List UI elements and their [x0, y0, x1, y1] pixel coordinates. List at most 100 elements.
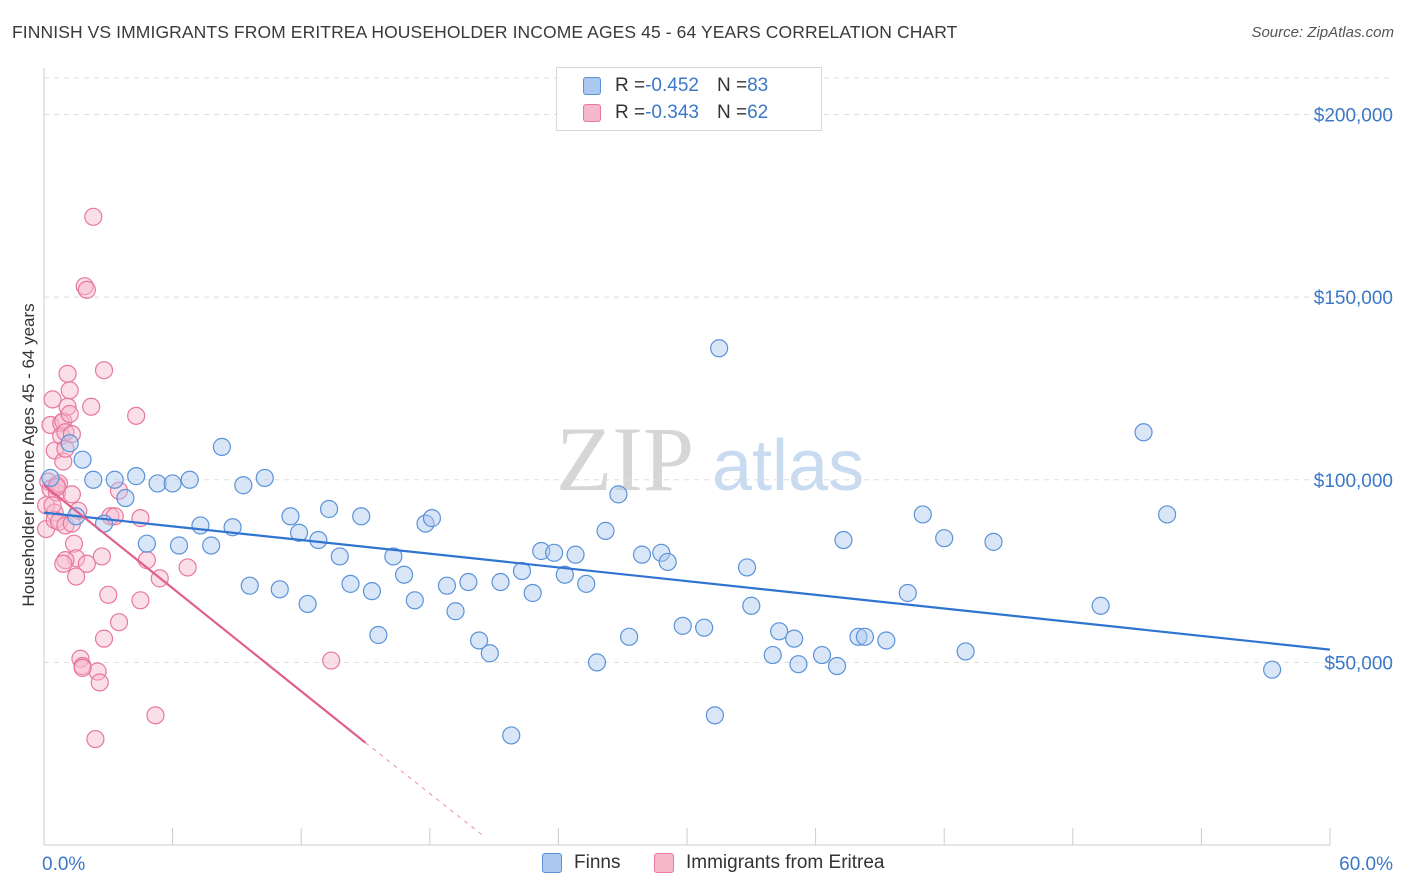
eritrea-point — [54, 412, 73, 431]
finns-point — [849, 627, 868, 646]
eritrea-swatch — [583, 104, 601, 122]
x-tick-label: 60.0% — [1339, 854, 1393, 875]
finns-point — [169, 536, 189, 555]
eritrea-point — [94, 361, 114, 380]
eritrea-point — [178, 558, 197, 577]
finns-point — [137, 534, 156, 553]
finns-point — [163, 474, 182, 493]
bottom-legend-finns: Finns — [542, 852, 620, 874]
finns-point — [369, 625, 388, 645]
finns-point — [202, 536, 221, 555]
eritrea-point — [60, 381, 79, 400]
axes — [43, 68, 1331, 846]
finns-point — [73, 450, 92, 469]
eritrea-point — [146, 706, 165, 725]
legend-r-value: -0.343 — [645, 102, 699, 123]
y-tick-labels: $50,000 $100,000 $150,000 $200,000 — [1314, 106, 1393, 675]
finns-point — [405, 591, 424, 610]
finns-point — [1263, 660, 1282, 679]
eritrea-point — [64, 534, 84, 553]
finns-point — [459, 572, 478, 592]
legend-n-value: 62 — [747, 102, 769, 123]
legend-r-label: R = — [615, 102, 646, 123]
finns-point — [309, 530, 328, 550]
legend-n-label: N = — [716, 102, 748, 123]
eritrea-point — [82, 397, 101, 416]
finns-point — [545, 543, 564, 562]
legend: R = -0.452 N = 83 R = -0.343 N = 62 — [556, 67, 822, 131]
finns-point — [319, 499, 339, 519]
eritrea-point — [43, 496, 62, 515]
eritrea-point — [67, 567, 86, 586]
finns-point — [695, 618, 714, 637]
finns-series — [41, 339, 1282, 745]
finns-point — [620, 627, 639, 646]
finns-point — [116, 488, 135, 508]
watermark-atlas: atlas — [712, 426, 864, 506]
finns-point — [705, 706, 724, 725]
finns-point — [913, 505, 932, 524]
finns-point — [763, 645, 782, 665]
finns-trend-line — [43, 511, 1331, 651]
finns-point — [105, 470, 124, 489]
finns-point — [710, 339, 729, 358]
bottom-legend-eritrea-label: Immigrants from Eritrea — [686, 852, 885, 873]
grid-lines — [44, 77, 1394, 663]
eritrea-point — [73, 658, 92, 677]
finns-point — [437, 576, 457, 595]
finns-point — [596, 521, 615, 540]
legend-n-value: 83 — [747, 75, 769, 96]
finns-point — [1091, 596, 1110, 615]
finns-point — [566, 545, 585, 564]
chart-title: FINNISH VS IMMIGRANTS FROM ERITREA HOUSE… — [12, 22, 958, 42]
finns-point — [84, 470, 103, 489]
finns-point — [956, 642, 975, 661]
finns-point — [362, 582, 382, 601]
eritrea-point — [109, 613, 129, 632]
finns-point — [673, 616, 692, 635]
eritrea-point — [131, 591, 150, 610]
finns-point — [469, 631, 489, 650]
finns-point — [742, 596, 761, 615]
finns-point — [652, 543, 671, 562]
finns-point — [330, 547, 349, 566]
finns-point — [240, 576, 259, 595]
y-tick-label: $150,000 — [1314, 288, 1393, 309]
finns-point — [587, 653, 607, 672]
finns-point — [180, 470, 199, 489]
finns-point — [298, 594, 317, 614]
eritrea-point — [54, 554, 73, 573]
finns-point — [491, 572, 510, 592]
eritrea-point — [62, 485, 81, 504]
eritrea-trend-line — [43, 484, 367, 744]
eritrea-point — [99, 585, 118, 604]
eritrea-point — [60, 404, 79, 424]
finns-point — [191, 516, 210, 535]
y-tick-label: $200,000 — [1314, 106, 1393, 127]
finns-point — [270, 580, 289, 599]
y-axis-label: Householder Income Ages 45 - 64 years — [19, 303, 38, 606]
finns-point — [1134, 423, 1153, 442]
trend-lines — [43, 484, 1331, 837]
finns-point — [352, 507, 371, 526]
finns-point — [212, 437, 231, 456]
finns-point — [502, 726, 521, 745]
finns-point — [609, 485, 628, 504]
bottom-legend-eritrea: Immigrants from Eritrea — [654, 852, 884, 874]
finns-point — [827, 656, 847, 676]
bottom-legend-finns-label: Finns — [574, 852, 621, 873]
x-tick-label: 0.0% — [42, 854, 85, 875]
legend-r-label: R = — [615, 75, 646, 96]
y-tick-label: $50,000 — [1324, 653, 1393, 674]
finns-swatch — [542, 853, 562, 873]
legend-n-label: N = — [716, 75, 748, 96]
legend-row-finns: R = -0.452 N = 83 — [583, 73, 768, 99]
finns-point — [394, 565, 414, 584]
eritrea-point — [92, 547, 111, 566]
finns-point — [480, 644, 499, 663]
finns-point — [770, 622, 789, 641]
eritrea-point — [77, 280, 96, 299]
finns-point — [341, 574, 360, 593]
finns-point — [658, 552, 677, 572]
finns-point — [834, 530, 853, 550]
